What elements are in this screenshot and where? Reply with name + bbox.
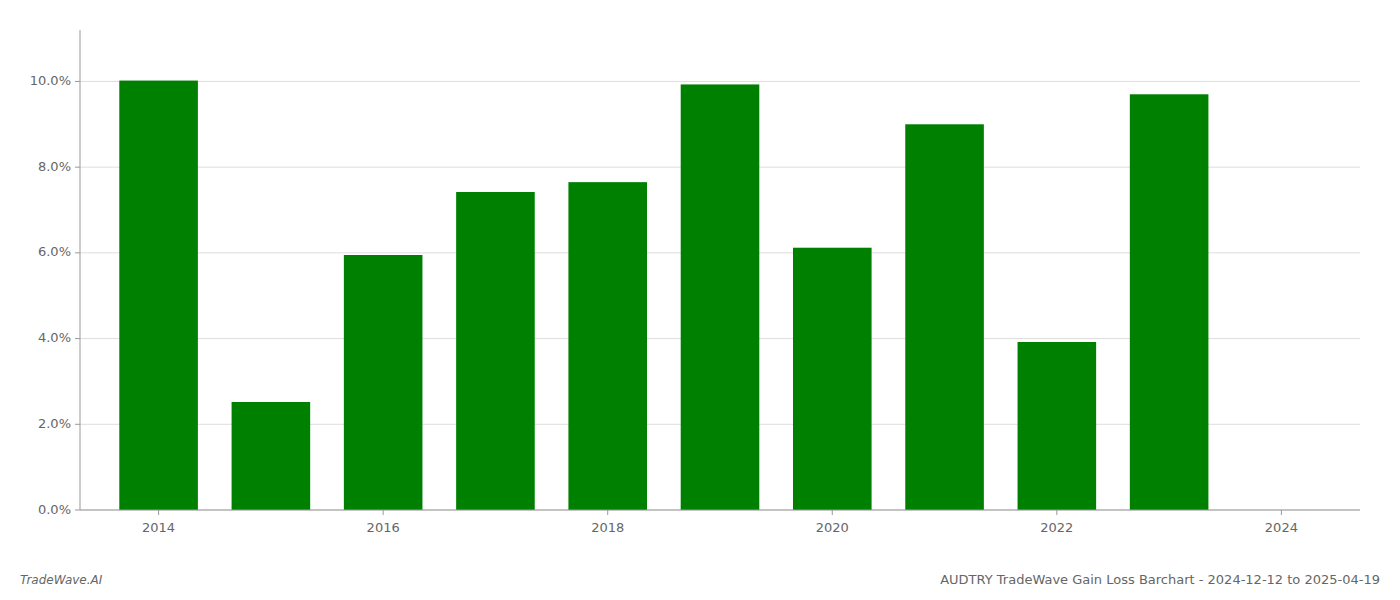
bar	[568, 182, 647, 510]
bar	[1018, 342, 1097, 510]
chart-container: 0.0% 2.0% 4.0% 6.0% 8.0% 10.0% 2014 2016 2018 202…	[0, 0, 1400, 600]
y-tick-label: 4.0%	[38, 330, 71, 345]
x-tick	[832, 510, 833, 515]
y-tick	[75, 81, 80, 82]
y-tick-label: 0.0%	[38, 502, 71, 517]
grid-line	[80, 510, 1360, 511]
chart-svg: 0.0% 2.0% 4.0% 6.0% 8.0% 10.0% 2014 2016 2018 202…	[0, 0, 1400, 600]
x-tick	[383, 510, 384, 515]
x-tick-label: 2022	[1040, 520, 1073, 535]
x-tick	[1056, 510, 1057, 515]
y-tick-label: 8.0%	[38, 159, 71, 174]
x-tick-label: 2014	[142, 520, 175, 535]
y-tick-label: 10.0%	[30, 73, 71, 88]
y-tick	[75, 167, 80, 168]
y-tick	[75, 424, 80, 425]
x-tick	[158, 510, 159, 515]
y-tick	[75, 252, 80, 253]
x-tick	[1281, 510, 1282, 515]
y-tick	[75, 510, 80, 511]
bar	[119, 81, 198, 510]
y-grid	[80, 81, 1360, 510]
bar	[905, 124, 984, 510]
y-tick	[75, 338, 80, 339]
grid-line	[80, 81, 1360, 82]
y-tick-label: 6.0%	[38, 244, 71, 259]
x-tick-label: 2016	[367, 520, 400, 535]
x-tick-label: 2018	[591, 520, 624, 535]
x-tick	[607, 510, 608, 515]
chart-title: AUDTRY TradeWave Gain Loss Barchart - 20…	[940, 572, 1380, 587]
bar	[344, 255, 423, 510]
x-axis: 2014 2016 2018 2020 2022 2024	[80, 510, 1360, 535]
bar	[456, 192, 535, 510]
y-tick-label: 2.0%	[38, 416, 71, 431]
footer-text: TradeWave.AI	[20, 573, 103, 587]
y-axis-line	[80, 30, 81, 510]
bar	[793, 248, 872, 510]
bar	[1130, 94, 1209, 510]
x-tick-label: 2024	[1265, 520, 1298, 535]
bars	[119, 81, 1208, 510]
y-axis: 0.0% 2.0% 4.0% 6.0% 8.0% 10.0%	[30, 30, 80, 517]
x-tick-label: 2020	[816, 520, 849, 535]
x-axis-line	[80, 510, 1360, 511]
bar	[681, 84, 760, 510]
bar	[232, 402, 311, 510]
